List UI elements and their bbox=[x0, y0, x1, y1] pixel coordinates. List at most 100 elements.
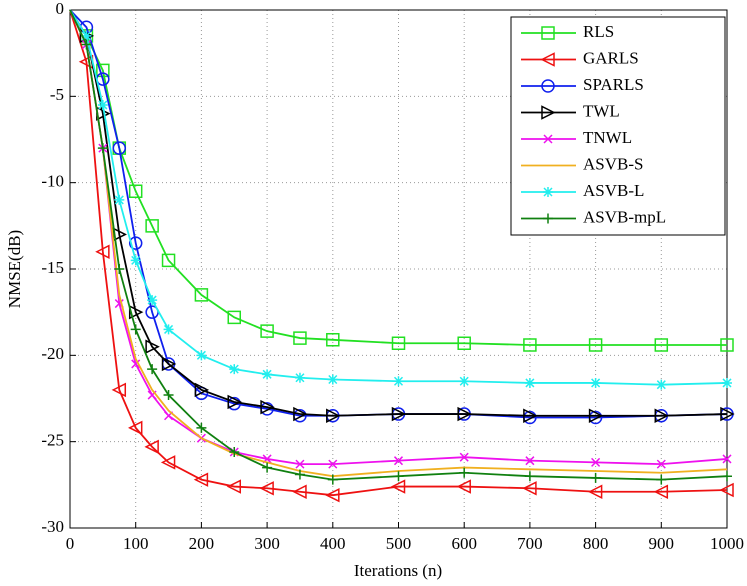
marker bbox=[128, 184, 143, 199]
marker bbox=[325, 487, 340, 503]
x-tick-label: 0 bbox=[66, 534, 75, 553]
marker bbox=[457, 336, 471, 350]
marker bbox=[393, 456, 404, 466]
marker bbox=[390, 479, 406, 494]
legend-label: ASVB-S bbox=[583, 154, 643, 173]
x-tick-label: 400 bbox=[320, 534, 346, 553]
marker bbox=[260, 399, 275, 415]
marker bbox=[653, 484, 669, 499]
marker bbox=[720, 338, 734, 352]
x-tick-label: 500 bbox=[386, 534, 412, 553]
marker bbox=[326, 408, 341, 423]
marker bbox=[95, 244, 110, 259]
marker bbox=[457, 406, 472, 422]
marker bbox=[391, 406, 407, 422]
marker bbox=[391, 336, 406, 350]
marker bbox=[144, 439, 159, 455]
marker bbox=[227, 310, 241, 325]
marker bbox=[292, 484, 307, 499]
marker bbox=[524, 377, 535, 388]
marker bbox=[114, 264, 125, 274]
marker bbox=[226, 479, 241, 494]
marker bbox=[145, 339, 160, 354]
marker bbox=[722, 471, 732, 482]
marker bbox=[656, 459, 666, 469]
marker bbox=[81, 30, 92, 41]
marker bbox=[543, 187, 553, 197]
marker bbox=[525, 456, 535, 466]
marker bbox=[327, 474, 338, 485]
marker bbox=[654, 338, 669, 352]
marker bbox=[459, 467, 470, 478]
marker bbox=[541, 79, 555, 93]
y-tick-label: -25 bbox=[41, 431, 64, 450]
marker bbox=[656, 379, 667, 390]
marker bbox=[130, 255, 141, 266]
marker bbox=[722, 377, 732, 388]
marker bbox=[523, 408, 538, 423]
legend: RLS GARLS SPARLS TWL TNWL ASVB-S ASVB-L ASVB-mp… bbox=[510, 16, 726, 236]
y-tick-label: 0 bbox=[56, 0, 65, 18]
marker bbox=[194, 288, 209, 302]
y-tick-label: -15 bbox=[41, 258, 64, 277]
x-tick-label: 1000 bbox=[710, 534, 744, 553]
legend-label: GARLS bbox=[583, 48, 639, 67]
marker bbox=[227, 394, 242, 410]
marker bbox=[128, 420, 143, 436]
legend-label: SPARLS bbox=[583, 75, 644, 94]
legend-label: ASVB-mpL bbox=[583, 207, 666, 226]
marker bbox=[161, 253, 176, 268]
marker bbox=[541, 26, 555, 40]
marker bbox=[145, 219, 159, 233]
marker bbox=[131, 359, 141, 369]
x-tick-label: 200 bbox=[189, 534, 215, 553]
x-tick-label: 700 bbox=[517, 534, 543, 553]
series-line bbox=[69, 9, 728, 497]
marker bbox=[327, 374, 338, 385]
marker bbox=[328, 459, 338, 469]
marker bbox=[112, 141, 127, 155]
marker bbox=[147, 295, 158, 306]
series-line bbox=[69, 9, 728, 417]
marker bbox=[543, 134, 553, 144]
marker bbox=[161, 356, 177, 372]
marker bbox=[130, 324, 141, 335]
marker bbox=[262, 369, 273, 380]
series-line bbox=[69, 9, 728, 478]
x-tick-label: 800 bbox=[583, 534, 609, 553]
marker bbox=[722, 454, 732, 464]
marker bbox=[459, 452, 469, 462]
marker bbox=[196, 422, 207, 433]
marker bbox=[393, 471, 404, 482]
legend-label: TNWL bbox=[583, 128, 632, 147]
marker bbox=[160, 455, 176, 470]
x-tick-label: 600 bbox=[451, 534, 477, 553]
marker bbox=[294, 469, 305, 480]
legend-label: ASVB-L bbox=[583, 181, 644, 200]
marker bbox=[590, 472, 601, 483]
marker bbox=[541, 105, 556, 120]
marker bbox=[147, 364, 158, 375]
marker bbox=[294, 372, 305, 383]
marker bbox=[543, 213, 553, 224]
marker bbox=[111, 382, 127, 398]
marker bbox=[163, 324, 174, 335]
marker bbox=[656, 474, 667, 485]
marker bbox=[719, 482, 734, 498]
series-line bbox=[69, 9, 728, 481]
marker bbox=[523, 338, 537, 352]
x-tick-label: 100 bbox=[123, 534, 149, 553]
marker bbox=[229, 364, 240, 375]
marker bbox=[720, 406, 735, 422]
marker bbox=[326, 333, 340, 347]
marker bbox=[194, 382, 210, 398]
marker bbox=[229, 447, 240, 458]
marker bbox=[293, 406, 308, 422]
marker bbox=[393, 376, 404, 387]
plot-frame bbox=[69, 9, 728, 529]
marker bbox=[193, 472, 209, 487]
marker bbox=[97, 143, 108, 154]
y-tick-label: -30 bbox=[41, 517, 64, 536]
marker bbox=[590, 377, 601, 388]
marker bbox=[456, 479, 471, 494]
